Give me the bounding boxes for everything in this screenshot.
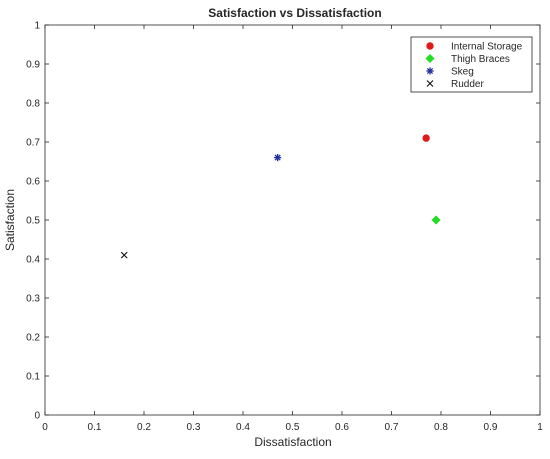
x-tick-label: 0.2	[137, 422, 151, 433]
y-tick-label: 0.9	[26, 60, 40, 71]
y-tick-label: 1	[34, 21, 40, 32]
chart-title: Satisfaction vs Dissatisfaction	[208, 6, 381, 20]
y-tick-label: 0.4	[26, 255, 40, 266]
y-tick-label: 0.3	[26, 294, 40, 305]
y-tick-label: 0.5	[26, 216, 40, 227]
y-tick-label: 0.6	[26, 177, 40, 188]
y-tick-label: 0	[34, 411, 40, 422]
data-points	[120, 134, 441, 259]
x-tick-label: 0.4	[236, 422, 250, 433]
y-tick-label: 0.1	[26, 372, 40, 383]
legend-entry-skeg: Skeg	[451, 67, 474, 78]
legend-entry-rudder: Rudder	[451, 79, 484, 90]
y-axis-label: Satisfaction	[3, 189, 17, 251]
legend-marker-thigh-braces	[425, 53, 435, 64]
data-point-thigh-braces	[431, 215, 441, 225]
x-tick-label: 0.6	[335, 422, 349, 433]
data-point-internal-storage	[422, 134, 430, 142]
x-tick-label: 0.1	[88, 422, 102, 433]
x-tick-label: 0.8	[434, 422, 448, 433]
legend-marker-rudder	[426, 80, 434, 87]
legend-marker-skeg	[426, 67, 434, 75]
x-axis-label: Dissatisfaction	[254, 435, 331, 449]
legend-marker-internal-storage	[426, 42, 434, 50]
y-tick-label: 0.7	[26, 138, 40, 149]
legend-entry-thigh-braces: Thigh Braces	[451, 54, 510, 65]
x-tick-label: 0.9	[484, 422, 498, 433]
legend-entry-internal-storage: Internal Storage	[451, 42, 523, 53]
x-tick-label: 0.3	[187, 422, 201, 433]
y-tick-label: 0.2	[26, 333, 40, 344]
x-tick-label: 0.7	[385, 422, 399, 433]
data-point-rudder	[120, 251, 128, 259]
x-tick-label: 0	[42, 422, 48, 433]
x-tick-label: 1	[537, 422, 543, 433]
x-tick-label: 0.5	[286, 422, 300, 433]
data-point-skeg	[274, 154, 282, 162]
axis-ticks: 0 0.1 0.2 0.3 0.4 0.5 0.6 0.7 0.8 0.9 1 0 0.1 0.2 0.3 0…	[26, 21, 543, 434]
y-tick-label: 0.8	[26, 99, 40, 110]
